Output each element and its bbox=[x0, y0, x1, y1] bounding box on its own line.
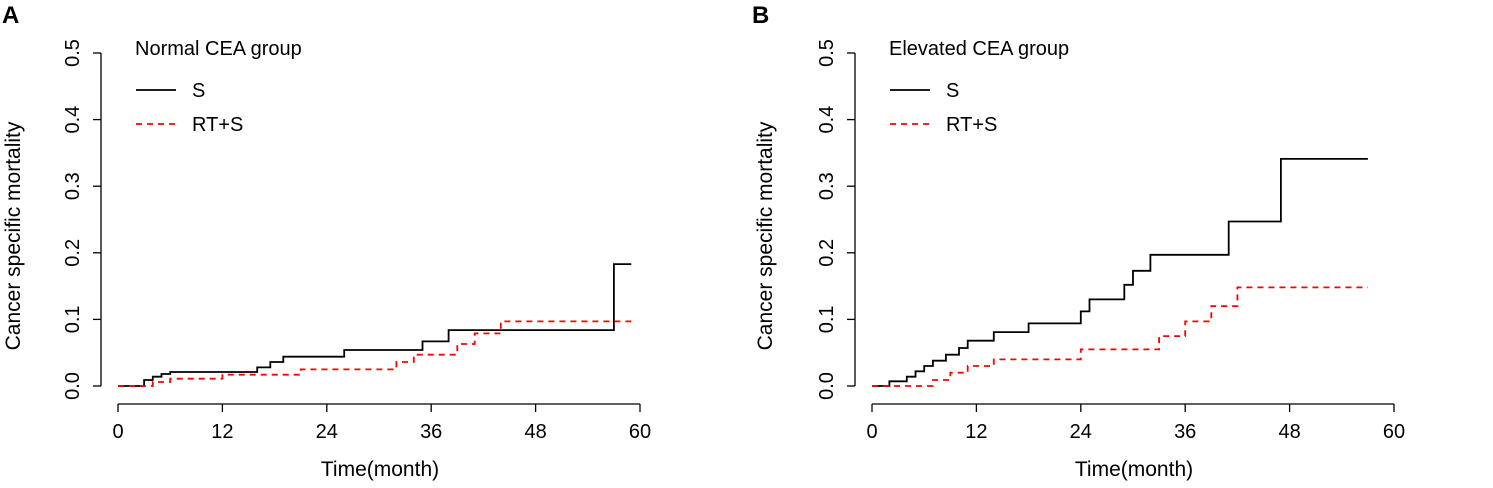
x-tick-label: 48 bbox=[524, 421, 546, 443]
plot-title: Elevated CEA group bbox=[889, 38, 1069, 60]
y-tick-label: 0.5 bbox=[62, 39, 84, 67]
x-tick-label: 24 bbox=[1070, 421, 1092, 443]
series-line-rt-s bbox=[872, 286, 1368, 387]
legend-label: RT+S bbox=[192, 114, 243, 136]
x-tick-label: 36 bbox=[1174, 421, 1196, 443]
y-tick-label: 0.1 bbox=[816, 305, 838, 333]
x-tick-label: 0 bbox=[866, 421, 877, 443]
series-line-s bbox=[872, 157, 1368, 387]
y-axis-label: Cancer specific mortality bbox=[2, 121, 25, 350]
y-tick-label: 0.0 bbox=[816, 372, 838, 400]
legend-label: S bbox=[192, 80, 205, 102]
x-tick-label: 12 bbox=[965, 421, 987, 443]
y-tick-label: 0.5 bbox=[816, 39, 838, 67]
legend-label: RT+S bbox=[946, 114, 997, 136]
panel-letter-a: A bbox=[2, 2, 20, 29]
y-tick-label: 0.1 bbox=[62, 305, 84, 333]
x-tick-label: 12 bbox=[211, 421, 233, 443]
x-axis-label: Time(month) bbox=[321, 458, 439, 481]
chart-panel-a: 0.0 0.1 0.2 0.3 0.4 0.5 0 12 24 36 48 60 Time(month)… bbox=[2, 38, 651, 481]
y-tick-label: 0.4 bbox=[62, 106, 84, 134]
x-tick-label: 24 bbox=[316, 421, 338, 443]
x-axis-label: Time(month) bbox=[1075, 458, 1193, 481]
series-line-rt-s bbox=[118, 320, 632, 387]
y-axis-label: Cancer specific mortality bbox=[754, 121, 777, 350]
legend-label: S bbox=[946, 80, 959, 102]
x-tick-label: 60 bbox=[629, 421, 651, 443]
x-tick-label: 48 bbox=[1278, 421, 1300, 443]
chart-panel-b: 0.0 0.1 0.2 0.3 0.4 0.5 0 12 24 36 48 60 Time(month)… bbox=[754, 38, 1405, 481]
y-tick-label: 0.2 bbox=[816, 239, 838, 267]
y-tick-label: 0.2 bbox=[62, 239, 84, 267]
x-tick-label: 36 bbox=[420, 421, 442, 443]
panel-letter-b: B bbox=[752, 2, 770, 29]
y-tick-label: 0.4 bbox=[816, 106, 838, 134]
y-tick-label: 0.3 bbox=[62, 172, 84, 200]
plot-title: Normal CEA group bbox=[135, 38, 302, 60]
x-tick-label: 0 bbox=[112, 421, 123, 443]
y-tick-label: 0.3 bbox=[816, 172, 838, 200]
series-line-s bbox=[118, 263, 632, 387]
y-tick-label: 0.0 bbox=[62, 372, 84, 400]
x-tick-label: 60 bbox=[1383, 421, 1405, 443]
